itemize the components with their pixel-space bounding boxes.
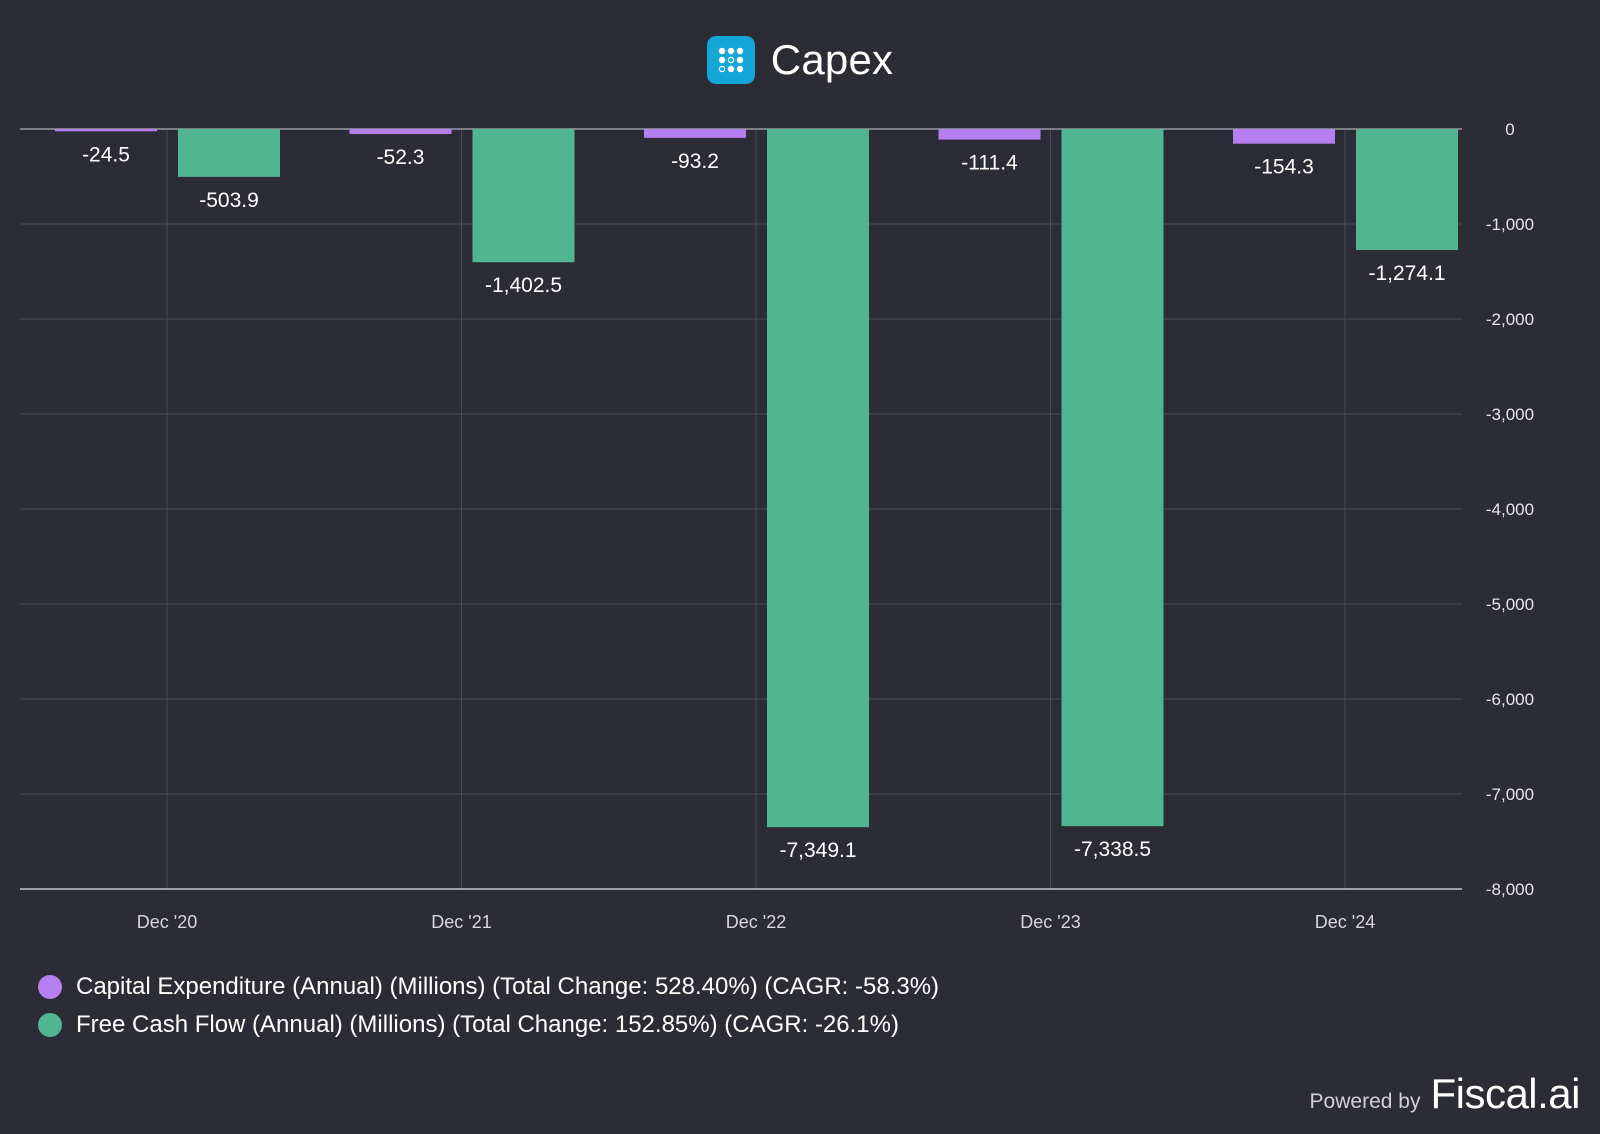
chart-header: Capex [0,30,1600,90]
x-tick-label: Dec '21 [431,912,491,932]
data-label-fcf: -503.9 [199,189,259,212]
legend-swatch-capex [38,975,62,999]
data-label-fcf: -1,274.1 [1368,262,1445,285]
data-label-capex: -52.3 [377,146,425,169]
x-tick-label: Dec '22 [726,912,786,932]
bar-capex [349,129,452,134]
bar-capex [1233,129,1335,144]
y-tick-label: -4,000 [1486,500,1534,519]
x-tick-label: Dec '23 [1020,912,1080,932]
data-label-fcf: -1,402.5 [485,274,562,297]
y-tick-label: -7,000 [1486,785,1534,804]
brand-logo: Fiscal.ai [1430,1070,1580,1117]
y-tick-label: -3,000 [1486,405,1534,424]
y-tick-label: -1,000 [1486,215,1534,234]
data-label-capex: -24.5 [82,143,130,166]
legend-swatch-fcf [38,1013,62,1037]
y-tick-label: -5,000 [1486,595,1534,614]
y-tick-label: -2,000 [1486,310,1534,329]
legend-label-fcf: Free Cash Flow (Annual) (Millions) (Tota… [76,1011,899,1038]
bar-fcf [472,129,575,263]
fiscal-logo-icon [706,36,755,84]
data-label-capex: -111.4 [961,152,1018,175]
legend-label-capex: Capital Expenditure (Annual) (Millions) … [76,973,940,1000]
bar-fcf [767,129,869,828]
bar-capex [644,129,746,138]
data-label-capex: -93.2 [671,150,719,173]
y-tick-label: 0 [1505,120,1514,139]
legend-item-capex[interactable]: Capital Expenditure (Annual) (Millions) … [38,968,939,1006]
data-label-capex: -154.3 [1254,156,1314,179]
data-label-fcf: -7,338.5 [1074,838,1151,861]
x-tick-label: Dec '20 [137,912,197,932]
chart-legend: Capital Expenditure (Annual) (Millions) … [38,968,939,1044]
bar-fcf [178,129,280,177]
y-tick-label: -8,000 [1486,880,1534,899]
x-tick-label: Dec '24 [1315,912,1375,932]
powered-by[interactable]: Powered by Fiscal.ai [1309,1070,1581,1118]
bar-fcf [1061,129,1164,827]
powered-by-label: Powered by [1309,1090,1421,1113]
bar-chart: 0 -1,000 -2,000 -3,000 -4,000 -5,000 -6,000 -7,… [20,120,1534,932]
bar-fcf [1356,129,1458,251]
bar-capex [938,129,1041,140]
bar-capex [55,129,157,132]
legend-item-fcf[interactable]: Free Cash Flow (Annual) (Millions) (Tota… [38,1006,939,1044]
chart-title: Capex [770,36,894,83]
y-tick-label: -6,000 [1486,690,1534,709]
data-label-fcf: -7,349.1 [779,839,856,862]
